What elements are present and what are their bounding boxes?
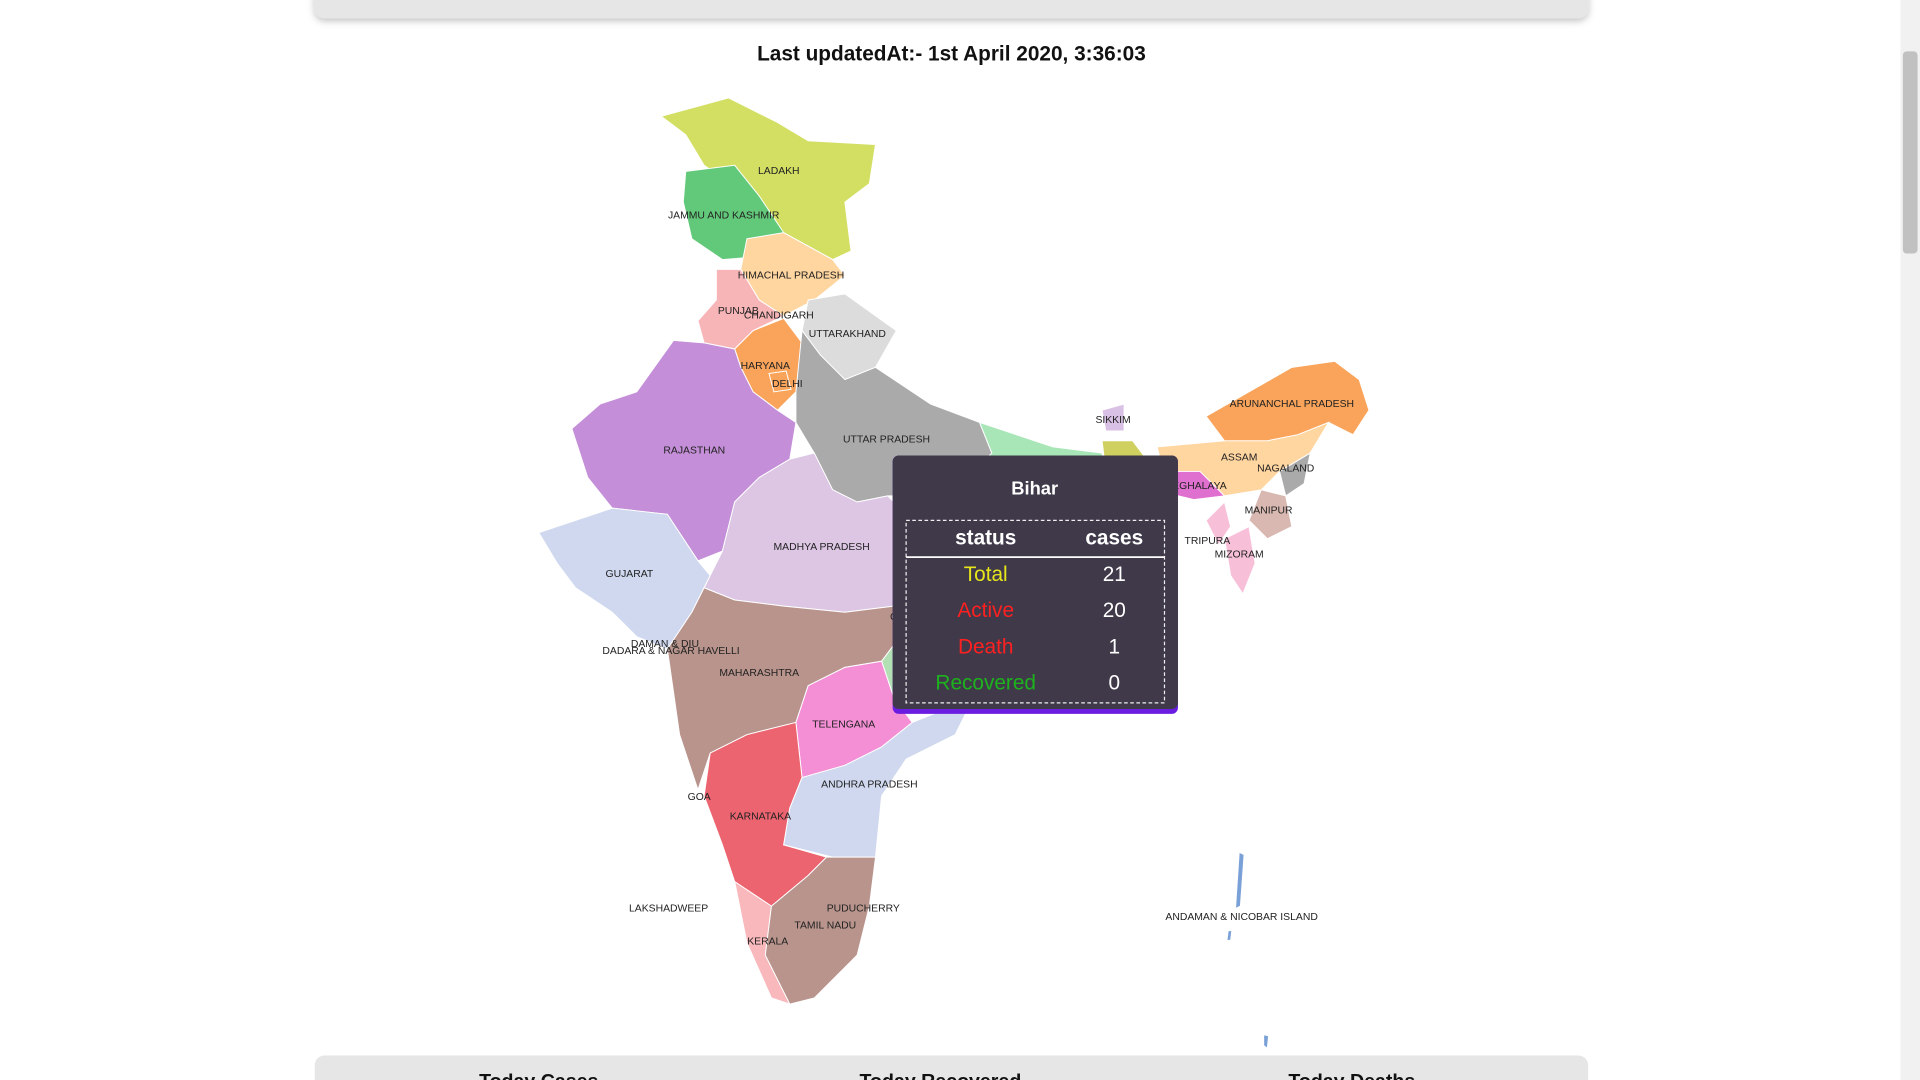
state-label: UTTARAKHAND (809, 329, 886, 340)
case-count: 21 (1103, 563, 1126, 586)
case-count: 20 (1103, 599, 1126, 622)
state-label: ANDAMAN & NICOBAR ISLAND (1165, 912, 1317, 923)
state-label: MADHYA PRADESH (774, 542, 870, 553)
state-label: DELHI (772, 379, 803, 390)
footer-heading: Today Cases (479, 1070, 598, 1080)
state-shape (768, 370, 792, 393)
state-label: GUJARAT (606, 569, 654, 580)
state-label: JAMMU AND KASHMIR (668, 210, 780, 221)
state-label: TRIPURA (1185, 536, 1231, 547)
status-label: Death (958, 635, 1014, 658)
footer-heading: Today Recovered (860, 1070, 1022, 1080)
state-label: HARYANA (741, 361, 790, 372)
state-shape (1205, 501, 1232, 546)
state-label: PUDUCHERRY (827, 903, 900, 914)
state-label: ARUNANCHAL PRADESH (1230, 399, 1354, 410)
state-label: LADAKH (758, 166, 800, 177)
map-labels: LADAKH JAMMU AND KASHMIR HIMACHAL PRADESH P… (602, 166, 1354, 947)
state-shape (1263, 1034, 1270, 1050)
state-label: DADARA & NAGAR HAVELLI (602, 646, 739, 657)
top-bar (314, 0, 1589, 19)
state-label: MAHARASHTRA (719, 668, 799, 679)
state-label: GOA (688, 792, 711, 803)
state-shape (1279, 452, 1311, 497)
status-label: Active (957, 599, 1014, 622)
state-label: DAMAN & DIU (631, 639, 699, 650)
state-label: TELENGANA (812, 720, 875, 731)
tooltip: Bihar status cases Total 21 Active 20 Death 1… (892, 455, 1178, 714)
state-label: KERALA (747, 936, 788, 947)
state-label: PUNJAB (718, 306, 759, 317)
scrollbar-thumb[interactable] (1902, 51, 1918, 254)
state-label: MIZORAM (1215, 549, 1264, 560)
state-shape (1223, 525, 1256, 595)
state-shape (1234, 851, 1245, 910)
state-shape (1226, 930, 1233, 941)
col-header: cases (1085, 526, 1143, 549)
tooltip-rows: Total 21 Active 20 Death 1 Recovered 0 (935, 563, 1125, 694)
tooltip-title: Bihar (1011, 478, 1058, 499)
state-label: NAGALAND (1257, 464, 1314, 475)
state-label: RAJASTHAN (663, 445, 725, 456)
state-label: TAMIL NADU (794, 920, 856, 931)
scrollbar-track (1900, 0, 1920, 1080)
bottom-bar (314, 1055, 1589, 1080)
status-label: Recovered (935, 671, 1036, 694)
state-label: KARNATAKA (730, 811, 791, 822)
state-shape (783, 697, 975, 858)
state-label: HIMACHAL PRADESH (738, 270, 844, 281)
case-count: 0 (1108, 671, 1120, 694)
tooltip-table (905, 519, 1166, 704)
state-shape (1101, 403, 1125, 432)
state-label: ASSAM (1221, 453, 1257, 464)
state-label: CHANDIGARH (744, 311, 814, 322)
state-label: MANIPUR (1245, 505, 1293, 516)
state-label: MEGHALAYA (1164, 481, 1227, 492)
state-shape (764, 856, 877, 1005)
state-label: SIKKIM (1095, 415, 1130, 426)
state-shape (1248, 489, 1293, 540)
status-label: Total (964, 563, 1008, 586)
footer-heading: Today Deaths (1288, 1070, 1415, 1080)
tooltip-bg (892, 455, 1178, 709)
col-header: status (955, 526, 1016, 549)
case-count: 1 (1108, 635, 1120, 658)
state-label: LAKSHADWEEP (629, 903, 708, 914)
state-label: UTTAR PRADESH (843, 434, 930, 445)
state-label: ANDHRA PRADESH (821, 780, 917, 791)
updated-time: Last updatedAt:- 1st April 2020, 3:36:03 (757, 43, 1146, 66)
